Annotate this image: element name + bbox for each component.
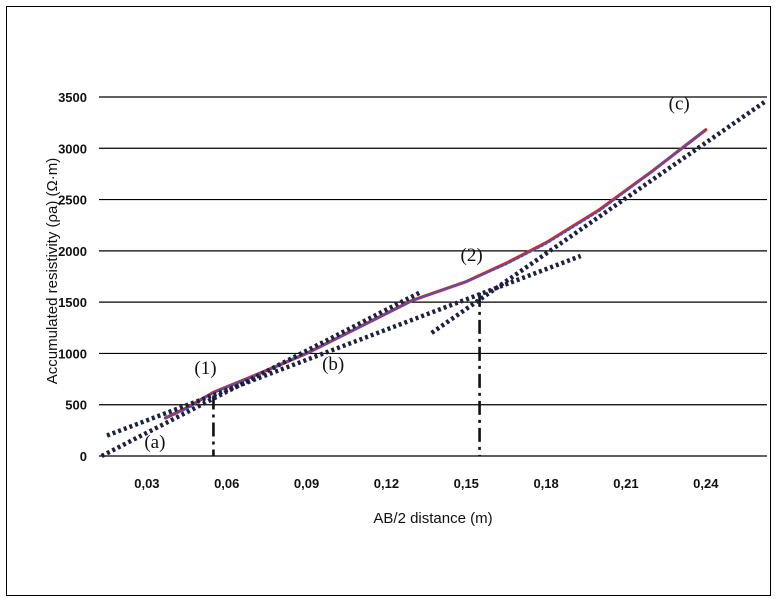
y-axis-label: Accumulated resistivity (ρa) (Ω·m) [44, 158, 61, 384]
y-tick-label: 2500 [58, 193, 87, 208]
segment-label: (b) [322, 354, 344, 375]
y-tick-label: 1000 [58, 346, 87, 361]
y-tick-label: 3000 [58, 141, 87, 156]
x-tick-label: 0,18 [533, 476, 558, 491]
y-tick-label: 2000 [58, 244, 87, 259]
inflection-label: (1) [194, 358, 216, 379]
segment-label: (c) [669, 93, 690, 114]
x-tick-label: 0,09 [294, 476, 319, 491]
figure-frame: 0 500 1000 1500 2000 2500 3000 3500 0,03 0,06 0,09… [6, 6, 771, 596]
y-tick-label: 500 [65, 398, 87, 413]
series-line-1 [163, 128, 708, 420]
series-line-2 [164, 128, 707, 420]
x-tick-label: 0,21 [613, 476, 638, 491]
x-tick-label: 0,15 [454, 476, 479, 491]
y-tick-label: 3500 [58, 90, 87, 105]
inflection-label: (2) [461, 245, 483, 266]
tangent-line-c [430, 100, 766, 335]
x-tick-label: 0,12 [374, 476, 399, 491]
x-tick-label: 0,24 [693, 476, 719, 491]
resistivity-chart: 0 500 1000 1500 2000 2500 3000 3500 0,03 0,06 0,09… [44, 90, 767, 527]
y-tick-label: 1500 [58, 295, 87, 310]
x-axis-label: AB/2 distance (m) [373, 510, 492, 527]
x-tick-label: 0,03 [134, 476, 159, 491]
tangent-line-b [106, 253, 582, 438]
y-tick-label: 0 [80, 449, 87, 464]
segment-label: (a) [144, 432, 165, 453]
x-tick-label: 0,06 [214, 476, 239, 491]
